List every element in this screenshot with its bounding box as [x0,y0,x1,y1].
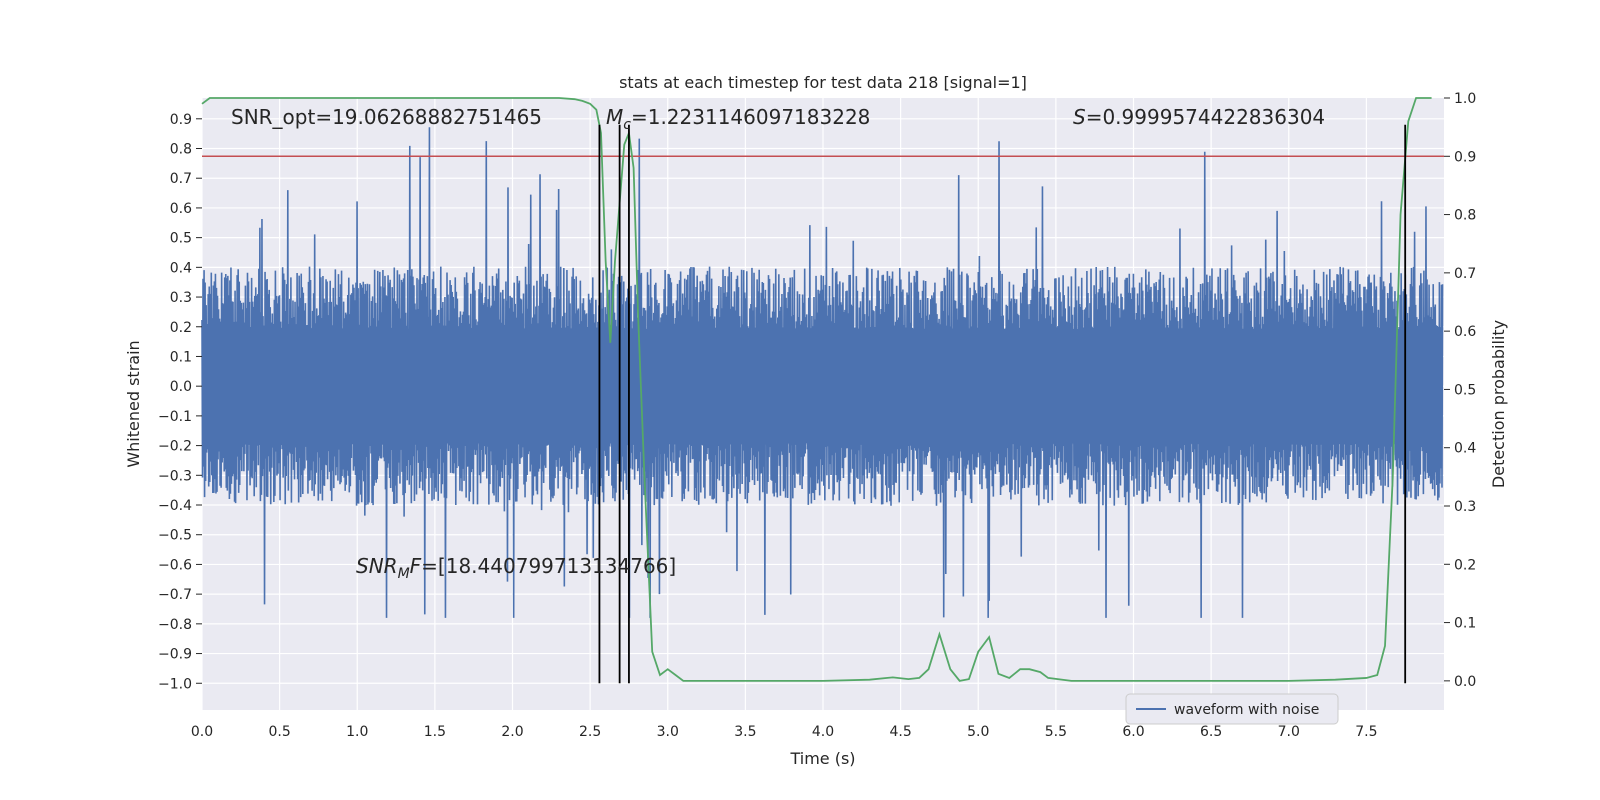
x-tick-label: 1.5 [424,724,446,740]
x-tick-label: 3.0 [657,724,679,740]
detection-probability-line [201,97,1432,682]
y-right-tick-label: 0.7 [1454,266,1476,282]
y-left-tick-label: 0.4 [170,260,192,276]
y-right-tick-label: 0.2 [1454,557,1476,573]
y-left-tick-label: −0.6 [158,557,192,573]
x-tick-label: 5.5 [1045,724,1067,740]
x-axis-label: Time (s) [789,749,855,768]
x-tick-label: 1.0 [346,724,368,740]
y-axis-right-label: Detection probability [1489,320,1508,488]
y-left-tick-label: −0.7 [158,587,192,603]
y-left-tick-label: 0.6 [170,201,192,217]
y-right-tick-label: 0.1 [1454,616,1476,632]
y-right-tick-label: 0.8 [1454,208,1476,224]
waveform-with-noise-series [201,127,1444,618]
x-tick-label: 3.5 [734,724,756,740]
y-left-tick-label: −0.9 [158,647,192,663]
y-left-tick-label: 0.8 [170,142,192,158]
x-tick-label: 2.0 [501,724,523,740]
y-left-tick-label: −0.8 [158,617,192,633]
y-left-tick-label: 0.1 [170,349,192,365]
y-right-tick-label: 1.0 [1454,91,1476,107]
x-tick-label: 6.5 [1200,724,1222,740]
annotation-chirp-mass-sub: c [623,117,631,133]
legend: waveform with noise [1125,693,1339,725]
y-left-tick-label: 0.7 [170,171,192,187]
y-left-tick-label: 0.3 [170,290,192,306]
x-tick-label: 5.0 [967,724,989,740]
y-left-tick-label: −1.0 [158,676,192,692]
overlay-lines [201,97,1444,684]
y-axis-left-label: Whitened strain [124,340,143,467]
annotation-overlap-symbol: S [1073,105,1086,129]
y-left-tick-label: 0.9 [170,112,192,128]
y-left-tick-label: −0.5 [158,528,192,544]
y-left-tick-label: 0.0 [170,379,192,395]
annotation-snr-opt: SNR_opt=19.06268882751465 [231,105,542,129]
annotation-chirp-mass-value: =1.2231146097183228 [631,105,870,129]
y-left-tick-label: 0.2 [170,320,192,336]
y-left-tick-label: −0.3 [158,468,192,484]
annotation-snr-mf-symbol: SNR [356,554,398,578]
x-tick-label: 4.5 [889,724,911,740]
annotation-overlap-value: =0.9999574422836304 [1086,105,1325,129]
x-tick-label: 2.5 [579,724,601,740]
x-tick-label: 0.5 [268,724,290,740]
y-left-tick-label: 0.5 [170,231,192,247]
x-tick-label: 7.5 [1355,724,1377,740]
y-right-tick-label: 0.9 [1454,149,1476,165]
annotation-overlap: S=0.9999574422836304 [1073,105,1325,129]
legend-label: waveform with noise [1174,702,1319,718]
y-left-tick-label: −0.4 [158,498,192,514]
x-tick-label: 6.0 [1122,724,1144,740]
x-tick-label: 4.0 [812,724,834,740]
y-right-tick-label: 0.5 [1454,382,1476,398]
x-tick-label: 0.0 [191,724,213,740]
tick-labels: 0.0 0.5 1.0 1.5 2.0 2.5 3.0 3.5 4.0 4.5 5.0 5.5 6.0 6… [158,91,1476,740]
y-left-tick-label: −0.2 [158,439,192,455]
y-right-tick-label: 0.0 [1454,674,1476,690]
x-tick-label: 7.0 [1278,724,1300,740]
y-right-tick-label: 0.6 [1454,324,1476,340]
annotation-chirp-mass: Mc=1.2231146097183228 [606,105,870,133]
y-left-tick-label: −0.1 [158,409,192,425]
legend-box [1125,693,1339,725]
annotation-snr-mf-sub: M [398,566,410,582]
annotation-chirp-mass-symbol: M [606,105,623,129]
chart-title: stats at each timestep for test data 218… [619,73,1027,92]
annotation-snr-mf-f: F [410,554,422,578]
waveform-with-noise-line [201,127,1444,618]
annotation-snr-mf: SNRMF=[18.440799713134766] [356,554,676,582]
y-right-tick-label: 0.4 [1454,441,1476,457]
annotation-snr-mf-value: =[18.440799713134766] [421,554,676,578]
y-right-tick-label: 0.3 [1454,499,1476,515]
